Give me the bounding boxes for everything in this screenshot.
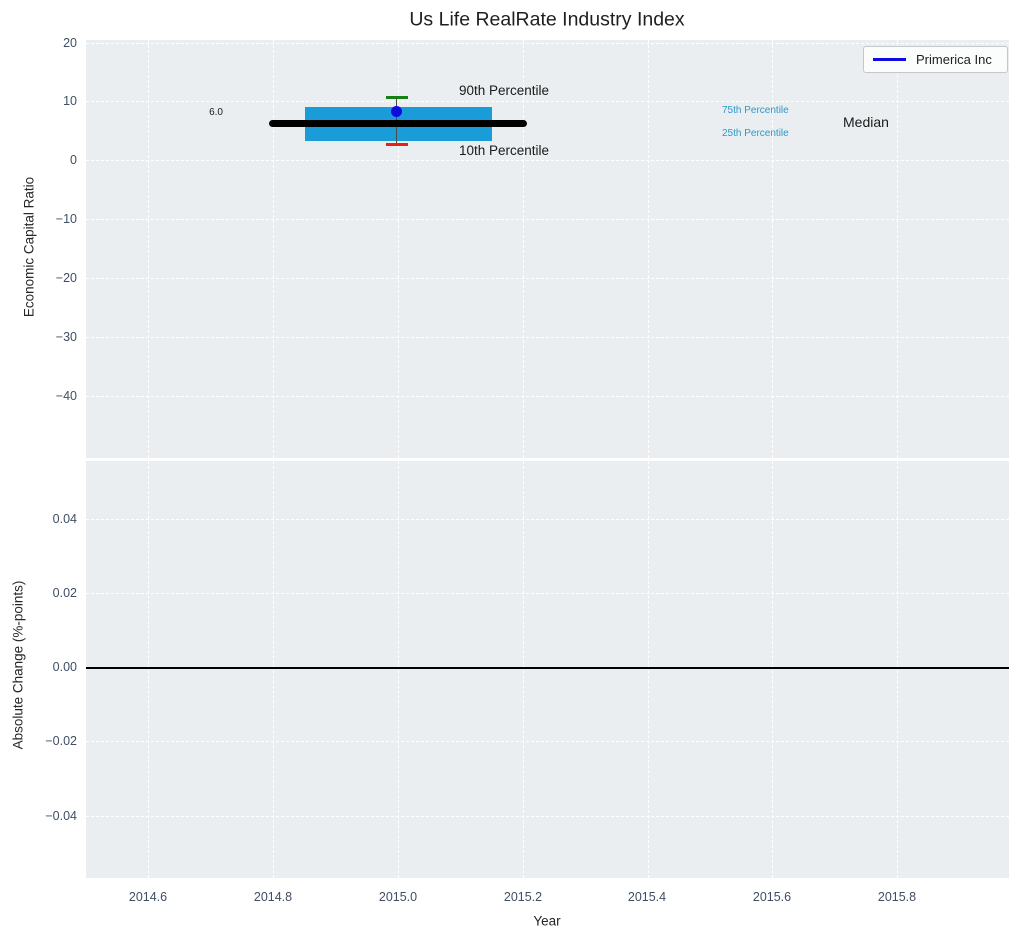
- gridline: [86, 816, 1009, 817]
- gridline: [648, 40, 649, 458]
- x-tick-label: 2014.6: [128, 890, 168, 904]
- gridline: [523, 461, 524, 878]
- legend-line-sample: [873, 58, 906, 61]
- top-plot-area: 6.0 90th Percentile 10th Percentile 75th…: [86, 40, 1009, 458]
- y-tick-label: −20: [55, 271, 77, 285]
- legend: Primerica Inc: [863, 46, 1008, 73]
- y-tick-label: 0.04: [52, 512, 77, 526]
- gridline: [86, 160, 1009, 161]
- gridline: [273, 40, 274, 458]
- p90-annotation: 90th Percentile: [459, 83, 550, 98]
- y-tick-label: −40: [55, 389, 77, 403]
- x-tick-label: 2015.4: [627, 890, 667, 904]
- median-line: [269, 120, 527, 127]
- chart-title: Us Life RealRate Industry Index: [409, 8, 685, 31]
- gridline: [86, 219, 1009, 220]
- bottom-plot-area: [86, 461, 1009, 878]
- gridline: [148, 40, 149, 458]
- x-tick-label: 2015.8: [877, 890, 917, 904]
- y-tick-label: −30: [55, 330, 77, 344]
- gridline: [86, 519, 1009, 520]
- legend-label: Primerica Inc: [916, 52, 992, 67]
- gridline: [398, 461, 399, 878]
- y-tick-label: 0: [70, 153, 77, 167]
- y-tick-label: 0.00: [52, 660, 77, 674]
- p10-cap: [386, 143, 408, 146]
- p10-annotation: 10th Percentile: [459, 143, 550, 158]
- y-tick-label: −0.04: [45, 809, 77, 823]
- gridline: [86, 593, 1009, 594]
- median-annotation: Median: [843, 114, 889, 130]
- y-tick-label: 0.02: [52, 586, 77, 600]
- gridline: [86, 337, 1009, 338]
- y-tick-label: 20: [63, 36, 77, 50]
- gridline: [398, 40, 399, 458]
- gridline: [273, 461, 274, 878]
- gridline: [648, 461, 649, 878]
- p25-annotation: 25th Percentile: [722, 128, 789, 139]
- median-value-label: 6.0: [209, 107, 223, 118]
- gridline: [86, 278, 1009, 279]
- x-axis-label: Year: [533, 913, 561, 929]
- gridline: [148, 461, 149, 878]
- y-tick-label: −0.02: [45, 734, 77, 748]
- gridline: [86, 43, 1009, 44]
- gridline: [86, 396, 1009, 397]
- gridline: [897, 461, 898, 878]
- p75-annotation: 75th Percentile: [722, 105, 789, 116]
- x-tick-label: 2015.6: [752, 890, 792, 904]
- gridline: [86, 741, 1009, 742]
- gridline: [897, 40, 898, 458]
- zero-reference-line: [86, 667, 1009, 669]
- x-tick-label: 2015.2: [503, 890, 543, 904]
- p90-cap: [386, 96, 408, 99]
- gridline: [772, 40, 773, 458]
- top-y-axis-label: Economic Capital Ratio: [21, 176, 37, 318]
- x-tick-label: 2014.8: [253, 890, 293, 904]
- gridline: [523, 40, 524, 458]
- primerica-data-point: [391, 106, 402, 117]
- gridline: [772, 461, 773, 878]
- gridline: [86, 101, 1009, 102]
- y-tick-label: −10: [55, 212, 77, 226]
- x-tick-label: 2015.0: [378, 890, 418, 904]
- y-tick-label: 10: [63, 94, 77, 108]
